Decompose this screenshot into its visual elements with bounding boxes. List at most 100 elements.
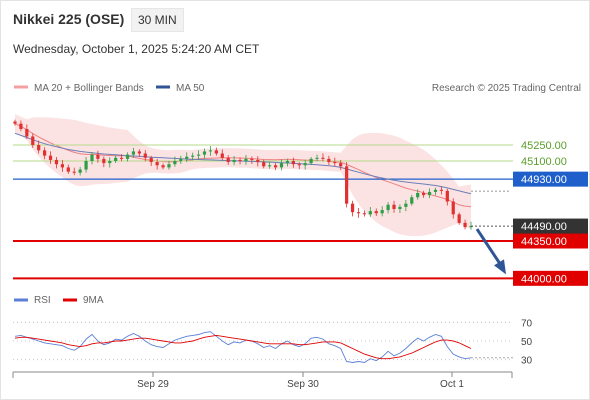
candle-body-56 [345,166,349,204]
candle-body-29 [185,156,189,159]
candle-body-20 [131,151,136,155]
candle-body-61 [374,211,378,214]
candle-body-9 [66,167,70,172]
candle-body-25 [161,165,165,168]
candle-body-77 [469,226,473,228]
ma50-line [14,132,472,195]
x-tick-label-2: Oct 1 [440,379,464,390]
candle-body-63 [386,204,390,211]
candle-body-30 [191,155,195,157]
candle-body-74 [451,201,455,215]
candle-body-28 [179,158,183,161]
rsi-line [14,331,472,363]
candle-body-73 [445,190,449,202]
candle-body-43 [268,165,272,167]
candle-body-53 [327,158,331,163]
timestamp: Wednesday, October 1, 2025 5:24:20 AM CE… [13,42,260,56]
price-levels [13,144,513,280]
candle-body-3 [31,136,35,145]
last-price-label: 44490.00 [521,221,567,233]
instrument-title: Nikkei 225 (OSE) [13,11,125,27]
candle-body-52 [321,157,325,159]
level-label-3: 44350.00 [521,236,567,248]
candle-body-55 [339,163,343,167]
candle-body-18 [119,157,124,159]
candle-body-51 [315,157,319,159]
candle-body-60 [368,211,372,215]
legend-rsi-9ma: 9MA [83,295,104,306]
candle-body-5 [43,150,47,156]
x-tick-label-0: Sep 29 [137,379,169,390]
candle-body-66 [404,203,408,207]
candle-body-54 [333,162,337,164]
legend-rsi: RSI [34,295,51,306]
candle-body-67 [410,197,414,204]
x-tick-label-1: Sep 30 [287,379,319,390]
level-box-4 [513,270,588,286]
candle-body-71 [433,189,438,192]
candle-body-76 [463,222,467,228]
rsi-legend: RSI 9MA [14,295,104,306]
candle-body-13 [90,154,94,161]
candle-body-0 [13,121,17,124]
level-box-2 [513,171,588,187]
legend-swatch-ma20 [14,85,28,89]
ma20-line [14,123,472,208]
candle-body-44 [273,165,278,168]
candle-body-69 [422,193,426,196]
candle-body-33 [208,150,213,152]
rsi-tick-1: 50 [521,337,533,348]
candle-body-47 [291,161,295,165]
candle-body-72 [439,189,443,191]
bollinger-band-area [15,114,471,236]
candle-body-11 [78,169,82,173]
candle-body-7 [54,159,59,165]
level-label-0: 45250.00 [521,140,567,152]
candle-body-34 [214,150,218,154]
last-price-box [513,218,588,234]
candle-body-64 [392,204,396,209]
candle-body-49 [303,163,307,166]
candle-body-4 [37,145,41,151]
candle-body-50 [309,158,313,164]
forecast-arrow [475,228,506,275]
candle-body-8 [60,164,64,168]
bollinger-bands [14,114,472,236]
candle-body-36 [226,157,230,163]
candle-body-38 [238,159,242,161]
candle-body-24 [155,162,159,166]
candle-body-17 [114,157,118,161]
legend-ma50: MA 50 [176,83,205,94]
candle-body-10 [72,171,76,173]
candle-body-26 [167,164,171,168]
rsi-ma-line [14,334,472,360]
level-label-1: 45100.00 [521,156,567,168]
candle-body-48 [297,164,301,166]
level-labels: 45250.00 45100.00 44930.00 44350.00 44000.00… [471,140,588,286]
forecast-arrow-head [494,259,506,275]
candle-body-62 [380,210,384,214]
level-label-4: 44000.00 [521,273,567,285]
main-legend: MA 20 + Bollinger Bands MA 50 Research ©… [14,83,581,94]
candle-body-46 [285,161,290,164]
candle-body-2 [25,129,29,137]
candle-body-12 [84,161,88,170]
legend-ma20-bollinger: MA 20 + Bollinger Bands [34,83,144,94]
level-label-2: 44930.00 [521,174,567,186]
candle-body-41 [256,159,260,163]
candle-body-19 [125,154,130,159]
candle-body-32 [202,151,207,155]
rsi-tick-0: 70 [521,318,533,329]
candle-body-6 [48,155,53,160]
candle-body-57 [350,203,355,213]
interval-selector[interactable]: 30 MIN [131,8,184,32]
candle-body-65 [398,206,402,209]
candle-body-35 [220,153,224,158]
legend-swatch-rsi-ma [63,298,77,302]
candle-body-14 [96,154,100,159]
rsi-tick-2: 30 [521,356,533,367]
candle-body-1 [19,123,23,129]
candle-body-39 [244,158,248,161]
candle-body-42 [262,162,266,167]
candle-body-15 [102,158,106,164]
